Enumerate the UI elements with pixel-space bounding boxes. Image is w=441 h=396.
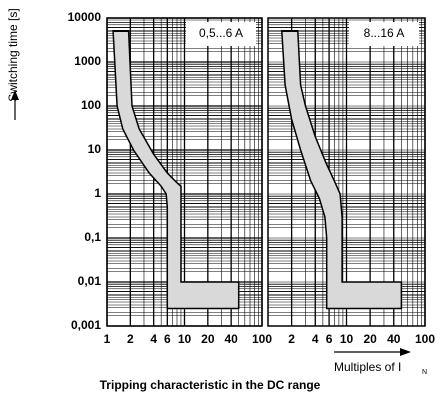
x-tick-label: 100 — [415, 332, 435, 346]
x-tick-label: 40 — [224, 332, 238, 346]
x-tick-label: 6 — [164, 332, 171, 346]
panel-frame — [106, 17, 263, 327]
y-tick-label: 10000 — [68, 10, 102, 24]
x-arrowhead — [400, 348, 411, 356]
x-tick-label: 4 — [312, 332, 319, 346]
rating-box — [349, 22, 419, 46]
y-tick-label: 1000 — [74, 54, 101, 68]
x-axis-label-sub: N — [422, 369, 427, 376]
y-axis-label: Switching time [s] — [6, 8, 20, 101]
x-tick-label: 10 — [178, 332, 192, 346]
y-tick-label: 1 — [94, 186, 101, 200]
y-tick-label: 10 — [88, 142, 102, 156]
x-tick-label: 10 — [340, 332, 354, 346]
x-tick-label: 1 — [104, 332, 111, 346]
rating-box — [186, 22, 256, 46]
x-tick-label: 6 — [326, 332, 333, 346]
y-tick-label: 0,01 — [78, 274, 102, 288]
x-tick-label: 20 — [363, 332, 377, 346]
x-tick-label: 40 — [387, 332, 401, 346]
y-tick-label: 100 — [81, 98, 101, 112]
x-tick-label: 20 — [201, 332, 215, 346]
panel-frame — [267, 17, 426, 327]
x-axis-label: Multiples of I — [334, 360, 401, 374]
x-tick-label: 2 — [127, 332, 134, 346]
x-tick-label: 4 — [150, 332, 157, 346]
chart-title: Tripping characteristic in the DC range — [100, 378, 321, 392]
rating-label: 0,5...6 A — [199, 26, 243, 40]
y-tick-label: 0,001 — [71, 318, 101, 332]
y-tick-label: 0,1 — [84, 230, 101, 244]
tripping-band — [281, 30, 403, 310]
x-tick-label: 2 — [288, 332, 295, 346]
y-arrowhead — [11, 90, 19, 100]
rating-label: 8...16 A — [364, 26, 405, 40]
tripping-band — [112, 30, 240, 310]
x-tick-label: 100 — [252, 332, 272, 346]
